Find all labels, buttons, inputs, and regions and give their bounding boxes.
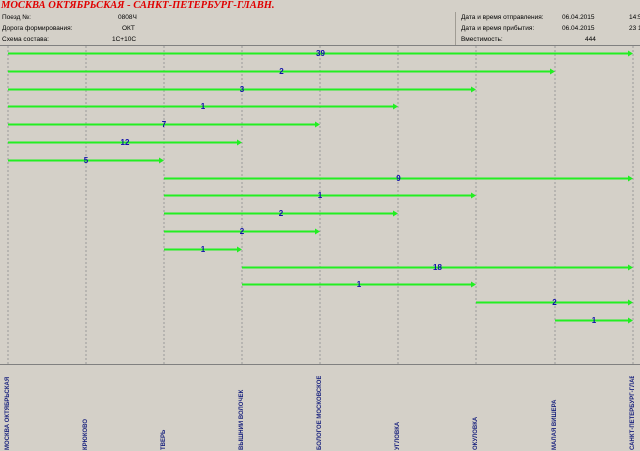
train-info-panel: Поезд №: 0808Ч Дата и время отправления:… bbox=[0, 12, 640, 45]
stations-divider bbox=[0, 364, 640, 365]
train-number-value: 0808Ч bbox=[118, 14, 137, 21]
segment-arrowhead bbox=[315, 228, 320, 235]
road-value: ОКТ bbox=[122, 25, 135, 32]
segment-value-label: 7 bbox=[162, 120, 167, 129]
capacity-value: 444 bbox=[585, 36, 596, 43]
segment-arrowhead bbox=[471, 281, 476, 288]
arrival-time: 23 1 bbox=[629, 25, 640, 32]
segment-value-label: 9 bbox=[396, 174, 401, 183]
segment-value-label: 2 bbox=[279, 67, 284, 76]
segment-arrowhead bbox=[237, 246, 242, 253]
segment-arrowhead bbox=[628, 264, 633, 271]
segment-value-label: 1 bbox=[357, 280, 362, 289]
segment-arrowhead bbox=[628, 317, 633, 324]
segment-value-label: 5 bbox=[84, 156, 89, 165]
info-row-road: Дорога формирования: ОКТ Дата и время пр… bbox=[0, 23, 640, 34]
station-label: МОСКВА ОКТЯБРЬСКАЯ bbox=[5, 376, 11, 450]
station-label: БОЛОГОЕ МОСКОВСКОЕ bbox=[317, 376, 323, 450]
segment-arrowhead bbox=[550, 68, 555, 75]
segment-arrowhead bbox=[471, 192, 476, 199]
segment-value-label: 1 bbox=[201, 245, 206, 254]
segment-value-label: 1 bbox=[318, 191, 323, 200]
segment-value-label: 1 bbox=[592, 316, 597, 325]
segment-arrowhead bbox=[159, 157, 164, 164]
road-label: Дорога формирования: bbox=[2, 25, 73, 32]
segment-arrowhead bbox=[237, 139, 242, 146]
scheme-value: 1С+10С bbox=[112, 36, 137, 43]
station-label: ВЫШНИЙ ВОЛОЧЕК bbox=[239, 389, 245, 450]
segment-arrowhead bbox=[628, 175, 633, 182]
segment-value-label: 2 bbox=[240, 227, 245, 236]
segment-value-label: 18 bbox=[433, 263, 442, 272]
info-row-train: Поезд №: 0808Ч Дата и время отправления:… bbox=[0, 12, 640, 23]
route-title: МОСКВА ОКТЯБРЬСКАЯ - САНКТ-ПЕТЕРБУРГ-ГЛА… bbox=[1, 0, 275, 11]
segment-value-label: 1 bbox=[201, 102, 206, 111]
departure-date: 06.04.2015 bbox=[562, 14, 595, 21]
station-label: САНКТ-ПЕТЕРБУРГ-ГЛАВН. bbox=[630, 376, 636, 450]
departure-label: Дата и время отправления: bbox=[461, 14, 544, 21]
station-label: МАЛАЯ ВИШЕРА bbox=[552, 399, 558, 450]
segment-arrowhead bbox=[471, 86, 476, 93]
scheme-label: Схема состава: bbox=[2, 36, 49, 43]
station-label: ТВЕРЬ bbox=[161, 429, 167, 450]
segment-arrowhead bbox=[393, 210, 398, 217]
arrival-date: 06.04.2015 bbox=[562, 25, 595, 32]
station-label: ОКУЛОВКА bbox=[473, 416, 479, 450]
segment-value-label: 2 bbox=[552, 298, 557, 307]
segment-arrowhead bbox=[628, 299, 633, 306]
info-divider bbox=[455, 12, 456, 45]
info-row-scheme: Схема состава: 1С+10С Вместимость: 444 bbox=[0, 34, 640, 45]
departure-time: 14:5 bbox=[629, 14, 640, 21]
segment-value-label: 3 bbox=[240, 85, 245, 94]
station-label: УГЛОВКА bbox=[395, 421, 401, 450]
train-number-label: Поезд №: bbox=[2, 14, 31, 21]
arrival-label: Дата и время прибытия: bbox=[461, 25, 535, 32]
segment-value-label: 2 bbox=[279, 209, 284, 218]
segment-value-label: 39 bbox=[316, 49, 325, 58]
capacity-label: Вместимость: bbox=[461, 36, 503, 43]
header-divider bbox=[0, 45, 640, 46]
segment-value-label: 12 bbox=[121, 138, 130, 147]
segment-arrowhead bbox=[393, 103, 398, 110]
station-label: КРЮКОВО bbox=[83, 418, 89, 450]
segment-arrowhead bbox=[628, 50, 633, 57]
segment-arrowhead bbox=[315, 121, 320, 128]
